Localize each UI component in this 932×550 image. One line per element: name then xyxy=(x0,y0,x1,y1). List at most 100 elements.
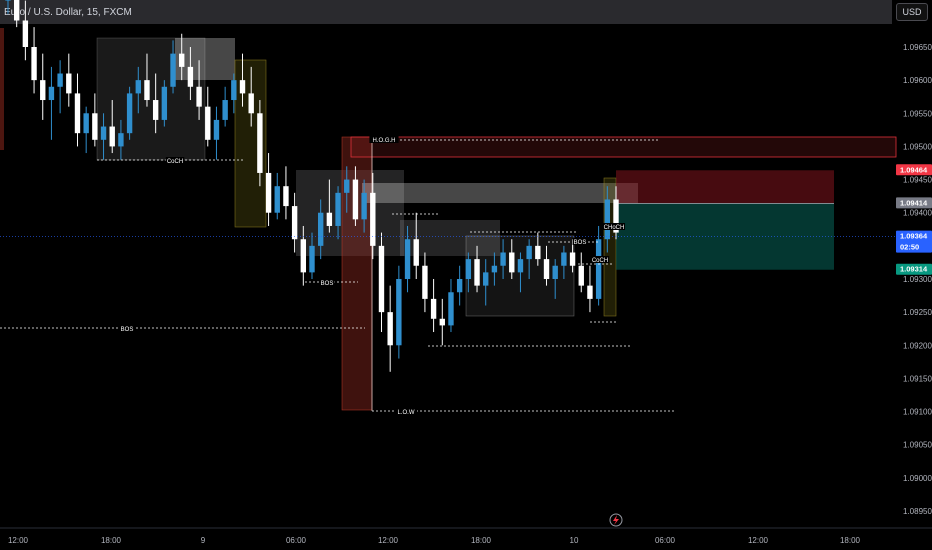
zone-high xyxy=(350,136,897,158)
candle-body xyxy=(595,239,602,299)
zone-olive-right xyxy=(603,177,617,317)
candle-body xyxy=(613,199,619,233)
price-tag xyxy=(896,164,932,176)
candle-body xyxy=(222,100,228,120)
price-tick-label: 1.09250 xyxy=(903,308,932,317)
time-tick-label: 18:00 xyxy=(840,536,861,545)
candle-body xyxy=(552,265,558,279)
price-tags-layer: 1.09464 1.09414 1.09364 02:50 1.09314 xyxy=(0,164,932,275)
candle-body xyxy=(179,53,185,67)
time-tick-label: 12:00 xyxy=(748,536,769,545)
candle-body xyxy=(92,113,98,140)
zone-red-left xyxy=(0,28,4,150)
candle-body xyxy=(265,172,272,213)
price-axis[interactable]: 1.09650 1.09600 1.09550 1.09500 1.09450 1.094… xyxy=(903,43,932,516)
annotation-label: L.O.W xyxy=(397,410,414,416)
candle-body xyxy=(40,80,46,101)
annotation-label: CoCH xyxy=(167,159,183,165)
candle-body xyxy=(387,312,393,346)
candle-body xyxy=(326,212,333,226)
price-tick-label: 1.09400 xyxy=(903,209,932,218)
zones-layer xyxy=(0,28,897,411)
price-tag xyxy=(896,263,932,275)
candle-body xyxy=(483,272,489,286)
annotation-label: BOS xyxy=(321,281,334,287)
candle-body xyxy=(239,80,246,94)
price-tick-label: 1.09600 xyxy=(903,76,932,85)
candle-body xyxy=(587,285,593,299)
price-tag xyxy=(896,197,932,209)
annotation-label: BOS xyxy=(121,327,134,333)
annotation-lines-layer: CoCH H.O.G.H BOS BOS BOS CoCH CHoCH L.O.W xyxy=(0,136,676,416)
candle-body xyxy=(31,47,37,81)
candles-layer xyxy=(5,0,619,372)
candle-body xyxy=(335,192,341,226)
candle-body xyxy=(317,212,324,246)
price-tick-label: 1.09100 xyxy=(903,408,932,417)
annotation-bg xyxy=(319,279,335,286)
annotation-label: CHoCH xyxy=(604,225,625,231)
price-tag-countdown: 02:50 xyxy=(900,243,919,252)
time-tick-label: 18:00 xyxy=(101,536,122,545)
candle-body xyxy=(517,259,524,273)
candle-body xyxy=(561,252,567,266)
candle-body xyxy=(500,252,506,266)
zone-range xyxy=(96,37,206,161)
candle-body xyxy=(413,239,419,266)
candle-body xyxy=(196,86,202,107)
annotation-label: H.O.G.H xyxy=(372,138,395,144)
lightning-icon xyxy=(609,513,623,527)
candle-body xyxy=(509,252,515,273)
price-tick-label: 1.09000 xyxy=(903,474,932,483)
price-tag-label: 1.09364 xyxy=(900,232,928,241)
time-tick-label: 10 xyxy=(570,536,579,545)
symbol-title[interactable]: Euro / U.S. Dollar, 15, FXCM xyxy=(4,7,132,18)
annotation-bg xyxy=(603,223,625,230)
price-tag-label: 1.09414 xyxy=(900,198,928,207)
candle-body xyxy=(135,80,141,94)
annotation-bg xyxy=(590,256,610,263)
time-tick-label: 12:00 xyxy=(378,536,399,545)
zone-gray xyxy=(296,170,404,256)
lightning-bolt-icon xyxy=(613,515,619,525)
time-tick-label: 12:00 xyxy=(8,536,29,545)
candle-body xyxy=(205,106,211,140)
candle-body xyxy=(283,186,289,207)
candle-body xyxy=(257,113,263,173)
candle-body xyxy=(404,239,411,279)
candle-body xyxy=(604,199,611,240)
price-tick-label: 1.09150 xyxy=(903,374,932,383)
annotation-bg xyxy=(395,408,417,415)
candle-body xyxy=(344,179,350,193)
chart-header: Euro / U.S. Dollar, 15, FXCM xyxy=(0,0,892,24)
candle-body xyxy=(170,53,176,87)
price-tag-label: 1.09314 xyxy=(900,265,928,274)
candle-body xyxy=(144,80,150,101)
time-tick-label: 06:00 xyxy=(655,536,676,545)
candle-body xyxy=(213,119,220,140)
price-tick-label: 1.09050 xyxy=(903,441,932,450)
candle-body xyxy=(231,80,237,101)
currency-button[interactable]: USD xyxy=(896,3,928,21)
candle-body xyxy=(274,186,280,213)
candle-body xyxy=(248,93,254,114)
candle-body xyxy=(13,0,20,21)
time-tick-label: 9 xyxy=(201,536,206,545)
price-tick-label: 1.09450 xyxy=(903,176,932,185)
trade-stop-zone xyxy=(616,170,834,204)
price-tick-label: 1.09500 xyxy=(903,142,932,151)
annotation-label: CoCH xyxy=(592,258,608,264)
candle-body xyxy=(465,259,472,279)
candle-body xyxy=(456,279,463,293)
candle-body xyxy=(448,292,454,326)
candle-body xyxy=(5,0,11,1)
annotation-bg xyxy=(165,157,185,164)
zone-supply xyxy=(175,38,235,80)
time-axis[interactable]: 12:00 18:00 9 06:00 12:00 18:00 10 06:00 12:00 18… xyxy=(0,527,932,545)
candle-body xyxy=(57,73,63,87)
candle-body xyxy=(543,259,550,279)
annotation-bg xyxy=(119,325,135,332)
candle-body xyxy=(48,86,55,101)
candle-body xyxy=(569,252,576,266)
